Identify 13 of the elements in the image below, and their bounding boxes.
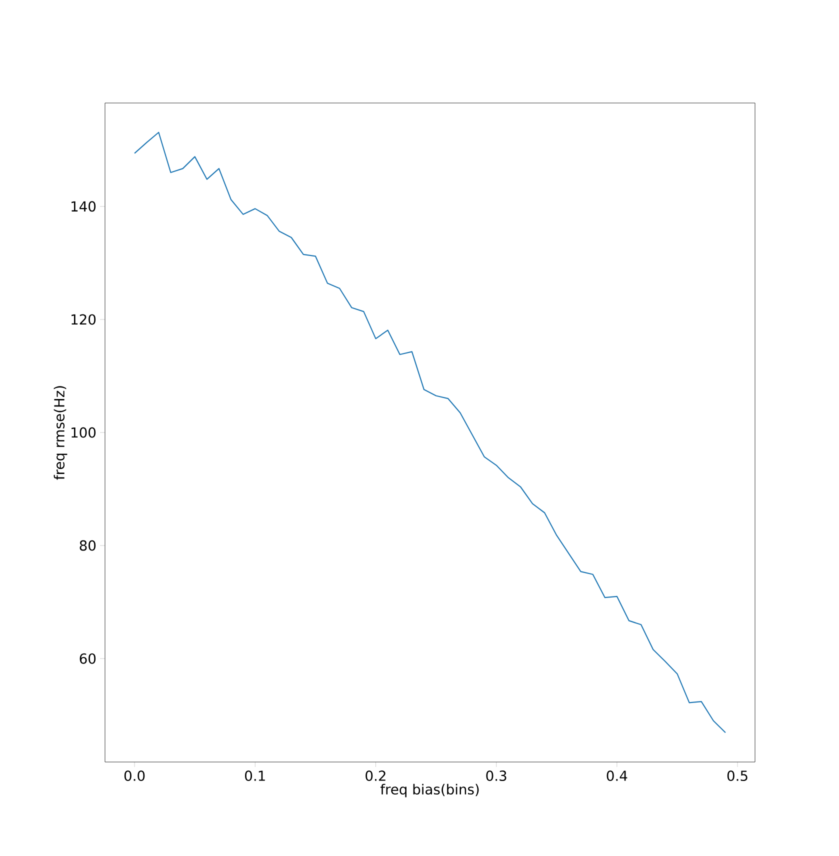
y-tick-label: 120 [72,314,96,325]
x-tick-label: 0.0 [124,770,145,781]
x-tick-label: 0.1 [245,770,265,781]
x-tick-label: 0.2 [366,770,386,781]
y-tick-label: 60 [80,653,96,664]
y-tick-label: 140 [72,201,96,212]
x-tick-label: 0.3 [486,770,506,781]
x-tick-label: 0.4 [606,770,628,781]
x-tick-label: 0.5 [727,770,748,781]
y-tick-label: 80 [80,540,96,551]
x-axis-title: freq bias(bins) [380,784,479,798]
y-tick-label: 100 [72,427,96,438]
y-axis-title: freq rmse(Hz) [54,386,68,480]
